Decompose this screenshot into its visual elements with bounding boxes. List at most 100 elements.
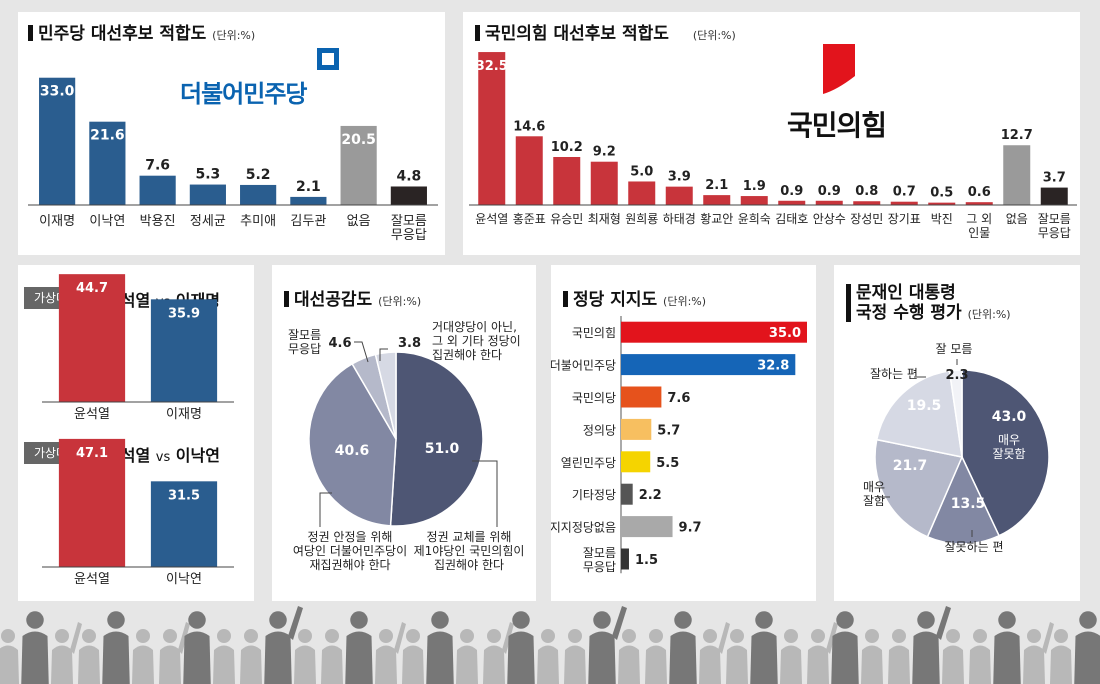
bar-value-label: 0.7 (893, 185, 916, 200)
category-label: 박진 (931, 212, 953, 226)
bar (189, 184, 226, 205)
person-silhouette (375, 622, 406, 684)
bar (621, 354, 796, 376)
category-label: 잘모름 무응답 (1038, 212, 1071, 240)
bar-value-label: 20.5 (341, 132, 376, 148)
category-label: 국민의힘 (572, 326, 616, 340)
person-silhouette (507, 611, 535, 684)
person-silhouette (537, 629, 559, 684)
category-label: 윤석열 (74, 407, 110, 422)
bar (1040, 187, 1068, 205)
matchup1-bar-chart: 44.7 윤석열 35.9 이재명 (42, 274, 234, 422)
category-label: 기타정당 (572, 488, 616, 502)
bar-value-label: 33.0 (40, 84, 75, 100)
bar (58, 438, 126, 567)
category-label: 장성민 (850, 212, 883, 226)
person-silhouette (588, 606, 627, 684)
bar (590, 161, 618, 205)
bar (1003, 145, 1031, 205)
approval-title-row: 문재인 대통령 국정 수행 평가 (단위:%) (846, 283, 1011, 325)
sympathy-panel: 대선공감도 (단위:%) 51.0 정권 교체를 위해 제1야당인 국민의힘이 집권해… (272, 265, 536, 601)
approval-title-line2-row: 국정 수행 평가 (단위:%) (856, 303, 1011, 325)
slice-label: 거대양당이 아닌, 그 외 기타 정당이 집권해야 한다 (432, 320, 521, 362)
leader-line (379, 348, 388, 361)
bar (150, 299, 218, 402)
person-silhouette (807, 622, 838, 684)
slice-value-label: 2.3 (945, 368, 968, 383)
approval-pie-chart: 43.0 매우 잘못함 13.5 잘못하는 편 21.7 매우 잘함 19.5 잘하는 편 2.3 잘… (863, 342, 1050, 554)
ppp-title: 국민의힘 대선후보 적합도 (485, 24, 669, 44)
bar-value-label: 32.5 (476, 59, 508, 74)
title-marker (563, 291, 568, 307)
approval-title-line1: 문재인 대통령 (856, 283, 956, 303)
category-label: 잘모름 무응답 (391, 214, 427, 243)
bar (621, 483, 633, 505)
slice-value-label: 3.8 (398, 336, 421, 351)
pie-slice (926, 455, 1001, 545)
bar-value-label: 2.2 (639, 488, 662, 503)
person-silhouette (345, 611, 373, 684)
leader-line (319, 492, 332, 527)
bar (890, 201, 918, 205)
leader-line (354, 341, 369, 363)
bar (478, 52, 506, 205)
category-label: 장기표 (888, 212, 921, 226)
slice-label: 매우 잘함 (863, 480, 885, 508)
approval-title-line2: 국정 수행 평가 (856, 303, 962, 323)
person-silhouette (831, 611, 859, 684)
bar-value-label: 0.6 (968, 185, 991, 200)
slice-label: 잘모름 무응답 (288, 328, 321, 356)
bar-value-label: 5.2 (246, 167, 271, 183)
slice-label: 정권 안정을 위해 여당인 더불어민주당이 재집권해야 한다 (293, 530, 407, 572)
matchup2-bar-chart: 47.1 윤석열 31.5 이낙연 (42, 438, 234, 587)
bar-value-label: 44.7 (76, 281, 108, 296)
ppp-logo-text: 국민의힘 (787, 109, 887, 142)
bar-value-label: 12.7 (1001, 128, 1033, 143)
bar-value-label: 10.2 (551, 140, 583, 155)
person-silhouette (0, 629, 19, 684)
approval-unit: (단위:%) (967, 308, 1011, 321)
person-silhouette (861, 629, 883, 684)
bar (621, 321, 807, 343)
leader-line (472, 460, 498, 527)
category-label: 이낙연 (89, 214, 125, 229)
bar-value-label: 5.0 (630, 164, 653, 179)
matchup2-vs: vs (155, 450, 171, 465)
matchup2-b: 이낙연 (175, 446, 220, 465)
category-label: 하태경 (663, 212, 696, 226)
person-silhouette (240, 629, 262, 684)
bar (778, 200, 806, 205)
dem-title-row: 민주당 대선후보 적합도 (단위:%) (28, 19, 255, 44)
bar-value-label: 0.5 (930, 186, 953, 201)
bar-value-label: 14.6 (513, 119, 545, 134)
person-silhouette (993, 611, 1021, 684)
bar (621, 548, 629, 570)
person-silhouette (888, 629, 910, 684)
category-label: 이재명 (39, 214, 75, 229)
bar (621, 516, 673, 538)
bar (965, 202, 993, 205)
party-panel: 정당 지지도 (단위:%) 35.0 국민의힘 32.8 더불어민주당 7.6 국민의당 5… (551, 265, 816, 601)
party-title-row: 정당 지지도 (단위:%) (563, 285, 706, 310)
person-silhouette (294, 629, 316, 684)
bar-value-label: 3.9 (668, 170, 691, 185)
bar (628, 181, 656, 205)
person-silhouette (564, 629, 586, 684)
category-label: 윤석열 (475, 212, 508, 226)
person-silhouette (264, 606, 303, 684)
bar (740, 196, 768, 205)
category-label: 추미애 (240, 214, 276, 229)
bar (815, 200, 843, 205)
slice-value-label: 51.0 (425, 441, 460, 457)
person-silhouette (1074, 611, 1100, 684)
ppp-bar-chart: 32.5 윤석열 14.6 홍준표 10.2 유승민 9.2 최재형 5.0 원희룡 3.9 하태경 2… (469, 52, 1077, 240)
sympathy-unit: (단위:%) (378, 295, 422, 308)
approval-panel: 문재인 대통령 국정 수행 평가 (단위:%) 43.0 매우 잘못함 13.5 잘못하… (834, 265, 1080, 601)
bar-value-label: 35.0 (769, 326, 801, 341)
person-silhouette (726, 629, 748, 684)
slice-label: 정권 교체를 위해 제1야당인 국민의힘이 집권해야 한다 (414, 530, 525, 572)
ppp-panel: 국민의힘 대선후보 적합도 (단위:%) 국민의힘 32.5 윤석열 14.6 홍준표… (463, 12, 1080, 255)
dem-bar-chart: 33.0 이재명 21.6 이낙연 7.6 박용진 5.3 정세균 5.2 추미애 2.1 김두관 20… (28, 77, 438, 243)
party-unit: (단위:%) (663, 295, 707, 308)
person-silhouette (183, 611, 211, 684)
